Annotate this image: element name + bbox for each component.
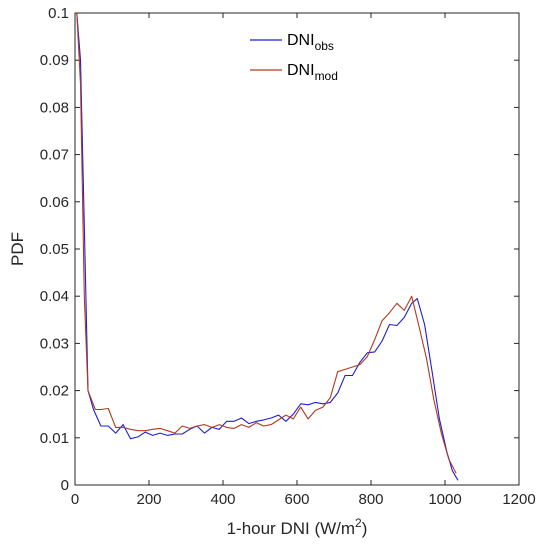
y-axis-label: PDF [8, 232, 27, 266]
legend: DNIobs DNImod [250, 32, 338, 83]
x-tick-label: 1200 [502, 491, 535, 508]
y-tick-label: 0.04 [40, 288, 69, 305]
y-tick-label: 0.09 [40, 52, 69, 69]
legend-label-mod: DNImod [287, 62, 338, 83]
x-tick-label: 400 [210, 491, 235, 508]
y-tick-label: 0.08 [40, 99, 69, 116]
x-tick-label: 1000 [428, 491, 461, 508]
x-axis-label: 1-hour DNI (W/m2) [227, 516, 368, 538]
x-tick-label: 600 [284, 491, 309, 508]
series-line-obs [76, 12, 459, 481]
plot-frame [74, 12, 520, 486]
x-tick-label: 0 [71, 491, 79, 508]
y-tick-label: 0.01 [40, 430, 69, 447]
legend-label-obs: DNIobs [287, 32, 334, 53]
x-tick-label: 800 [358, 491, 383, 508]
series-line-mod [76, 12, 457, 474]
y-tick-label: 0.07 [40, 147, 69, 164]
y-tick-label: 0.06 [40, 194, 69, 211]
y-tick-label: 0.05 [40, 241, 69, 258]
series-layer [76, 12, 459, 481]
y-tick-label: 0.1 [48, 5, 69, 22]
y-tick-label: 0.03 [40, 335, 69, 352]
y-tick-label: 0.02 [40, 383, 69, 400]
y-tick-label: 0 [61, 477, 69, 494]
x-tick-label: 200 [136, 491, 161, 508]
ticks-layer: 0 200 400 600 800 1000 1200 0 0.01 0.02 0.03 0.04 0.… [40, 5, 536, 508]
